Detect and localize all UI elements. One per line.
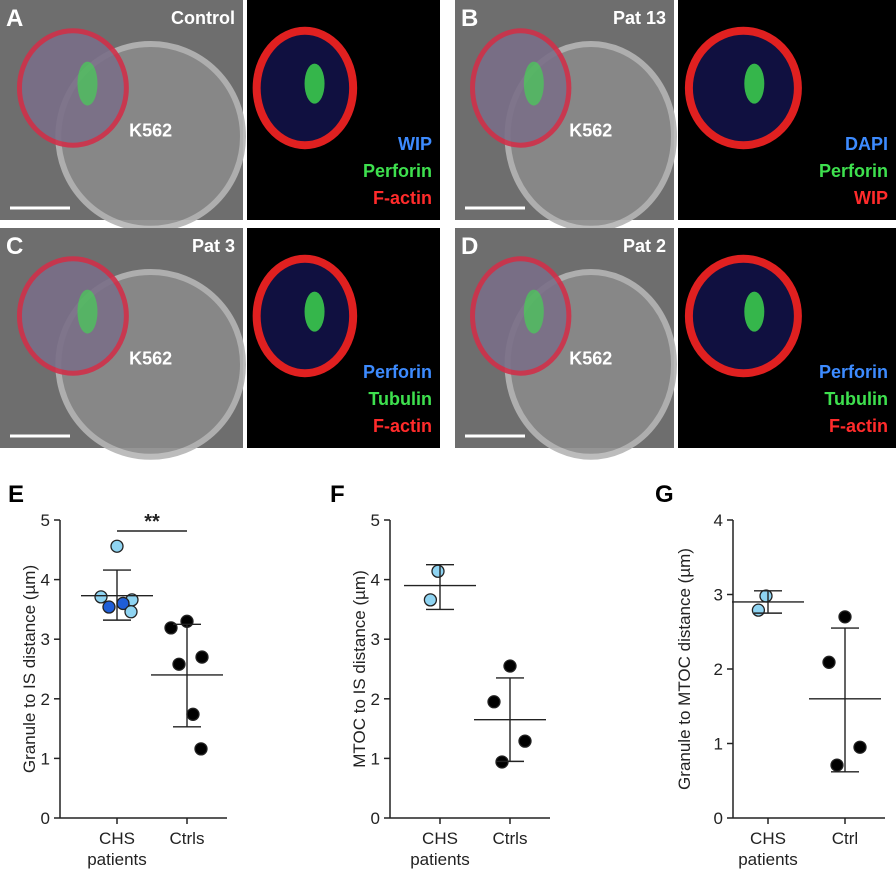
data-point xyxy=(830,758,844,772)
x-tick-label-box: CHS patients xyxy=(87,829,147,869)
data-point xyxy=(110,539,124,553)
y-tick-label: 5 xyxy=(41,511,50,530)
granule xyxy=(77,289,98,334)
granule-fluor xyxy=(744,291,765,332)
y-tick-label: 2 xyxy=(714,660,723,679)
y-tick-label: 1 xyxy=(714,735,723,754)
x-tick-label-box: Ctrl xyxy=(831,829,859,848)
channel-label: Perforin xyxy=(363,362,432,382)
x-tick-label-box: CHS patients xyxy=(410,829,470,869)
data-point xyxy=(759,589,773,603)
x-tick-label: CHS patients xyxy=(738,829,798,869)
data-point xyxy=(751,603,766,617)
data-point xyxy=(518,734,532,748)
y-axis-label: Granule to MTOC distance (µm) xyxy=(675,548,694,790)
micrograph-panel: C Pat 3 K562 Perforin Tubulin F-actin xyxy=(0,228,440,460)
y-axis-label: Granule to IS distance (µm) xyxy=(20,565,39,773)
channel-label: Tubulin xyxy=(824,389,888,409)
data-point xyxy=(94,590,108,604)
y-tick-label: 2 xyxy=(41,690,50,709)
x-tick-label-box: CHS patients xyxy=(738,829,798,869)
micrograph-panel: D Pat 2 K562 Perforin Tubulin F-actin xyxy=(455,228,896,460)
y-tick-label: 3 xyxy=(41,630,50,649)
x-tick-label-box: Ctrls xyxy=(492,829,528,848)
data-point xyxy=(124,605,138,619)
target-label: K562 xyxy=(129,348,172,368)
data-point xyxy=(102,600,116,614)
y-tick-label: 0 xyxy=(371,809,380,828)
data-point xyxy=(172,657,186,671)
x-tick-label-box: Ctrls xyxy=(169,829,205,848)
x-tick-label: Ctrls xyxy=(492,829,528,848)
channel-label: Tubulin xyxy=(368,389,432,409)
data-point xyxy=(186,707,200,721)
data-point xyxy=(503,659,517,673)
y-tick-label: 4 xyxy=(371,571,380,590)
effector-cell xyxy=(16,28,129,148)
channel-label: F-actin xyxy=(373,188,432,208)
channel-label: Perforin xyxy=(363,161,432,181)
panel-letter: B xyxy=(461,5,478,32)
y-tick-label: 1 xyxy=(371,749,380,768)
panel-letter: C xyxy=(6,233,23,260)
effector-cell xyxy=(470,28,572,148)
channel-label: Perforin xyxy=(819,362,888,382)
micrograph-panel: B Pat 13 K562 DAPI Perforin WIP xyxy=(455,0,896,232)
chart-letter: G xyxy=(655,481,674,508)
data-point xyxy=(423,593,438,607)
data-point xyxy=(194,742,208,756)
x-tick-label: Ctrls xyxy=(169,829,205,848)
y-tick-label: 2 xyxy=(371,690,380,709)
granule xyxy=(523,61,544,106)
sample-label: Control xyxy=(171,8,235,28)
channel-label: WIP xyxy=(398,134,432,154)
channel-label: DAPI xyxy=(845,134,888,154)
data-point xyxy=(822,655,836,669)
data-point xyxy=(838,610,852,624)
target-label: K562 xyxy=(129,120,172,140)
effector-cell xyxy=(16,256,129,376)
micrograph-panel: A Control K562 WIP Perforin F-actin xyxy=(0,0,440,232)
chart-letter: E xyxy=(8,481,24,508)
data-point xyxy=(431,564,445,578)
effector-cell-fluor xyxy=(684,254,802,378)
effector-cell-fluor xyxy=(684,26,802,150)
y-tick-label: 0 xyxy=(41,809,50,828)
granule-fluor xyxy=(304,63,325,104)
chart-letter: F xyxy=(330,481,345,508)
y-tick-label: 3 xyxy=(714,586,723,605)
channel-label: F-actin xyxy=(829,416,888,436)
granule xyxy=(523,289,544,334)
x-tick-label: Ctrl xyxy=(831,829,859,848)
channel-label: Perforin xyxy=(819,161,888,181)
channel-label: F-actin xyxy=(373,416,432,436)
y-tick-label: 4 xyxy=(41,571,50,590)
data-point xyxy=(195,650,209,664)
y-tick-label: 1 xyxy=(41,749,50,768)
data-point xyxy=(487,695,501,709)
y-tick-label: 5 xyxy=(371,511,380,530)
target-label: K562 xyxy=(569,120,612,140)
sample-label: Pat 2 xyxy=(623,236,666,256)
panel-letter: A xyxy=(6,5,23,32)
panel-letter: D xyxy=(461,233,478,260)
y-tick-label: 3 xyxy=(371,630,380,649)
granule xyxy=(77,61,98,106)
y-axis-label: MTOC to IS distance (µm) xyxy=(350,570,369,767)
sample-label: Pat 13 xyxy=(613,8,666,28)
y-tick-label: 0 xyxy=(714,809,723,828)
x-tick-label: CHS patients xyxy=(87,829,147,869)
granule-fluor xyxy=(304,291,325,332)
sample-label: Pat 3 xyxy=(192,236,235,256)
granule-fluor xyxy=(744,63,765,104)
target-label: K562 xyxy=(569,348,612,368)
data-point xyxy=(853,740,867,754)
effector-cell xyxy=(470,256,572,376)
channel-label: WIP xyxy=(854,188,888,208)
significance-label: ** xyxy=(144,511,160,533)
x-tick-label: CHS patients xyxy=(410,829,470,869)
y-tick-label: 4 xyxy=(714,511,723,530)
